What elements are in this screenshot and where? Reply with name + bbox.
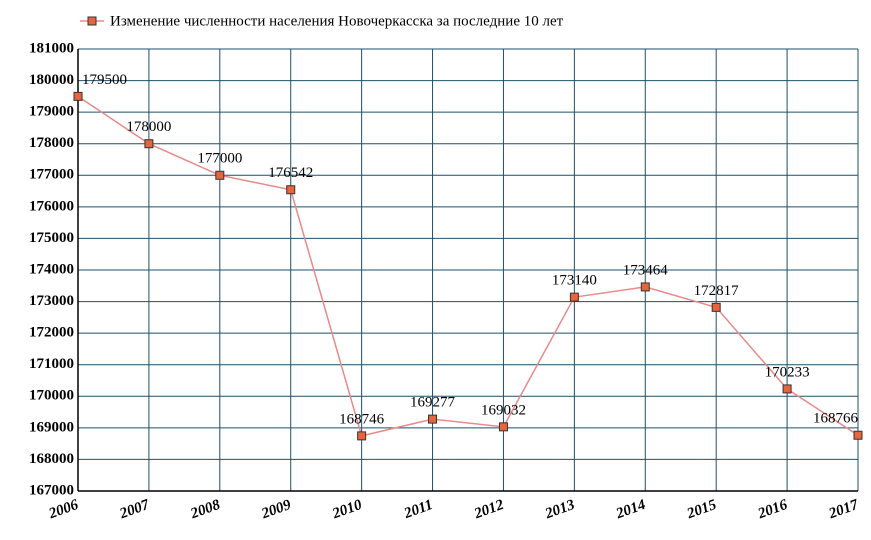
data-label: 176542 (268, 165, 313, 181)
series-line (77, 95, 859, 437)
y-tick-label: 172000 (29, 325, 74, 341)
marker (144, 139, 154, 149)
data-label: 178000 (126, 119, 171, 135)
marker (640, 282, 650, 292)
y-tick-label: 178000 (29, 135, 74, 151)
marker (498, 422, 508, 432)
y-tick-label: 170000 (29, 388, 74, 404)
data-label: 168766 (813, 411, 859, 427)
y-tick-label: 167000 (29, 482, 74, 498)
data-label: 179500 (82, 72, 127, 88)
data-label: 170233 (765, 364, 810, 380)
marker (73, 91, 83, 101)
y-tick-label: 181000 (29, 40, 74, 56)
marker (711, 302, 721, 312)
marker (215, 170, 225, 180)
marker (569, 292, 579, 302)
y-tick-label: 176000 (29, 198, 74, 214)
legend-marker (87, 16, 97, 26)
y-tick-label: 179000 (29, 104, 74, 120)
marker (286, 185, 296, 195)
marker (357, 431, 367, 441)
data-label: 169277 (410, 395, 456, 411)
y-tick-label: 173000 (29, 293, 74, 309)
y-tick-label: 180000 (29, 72, 74, 88)
legend-label: Изменение численности населения Новочерк… (110, 13, 564, 29)
marker (853, 430, 863, 440)
y-tick-label: 175000 (29, 230, 74, 246)
marker (428, 414, 438, 424)
y-tick-label: 169000 (29, 419, 74, 435)
data-label: 177000 (197, 151, 242, 167)
y-tick-label: 174000 (29, 261, 74, 277)
data-label: 172817 (694, 283, 740, 299)
data-label: 173464 (623, 262, 669, 278)
marker (782, 384, 792, 394)
data-label: 169032 (481, 402, 526, 418)
data-label: 173140 (552, 273, 597, 289)
data-label: 168746 (339, 411, 385, 427)
y-tick-label: 177000 (29, 167, 74, 183)
y-tick-label: 171000 (29, 356, 74, 372)
y-tick-label: 168000 (29, 451, 74, 467)
